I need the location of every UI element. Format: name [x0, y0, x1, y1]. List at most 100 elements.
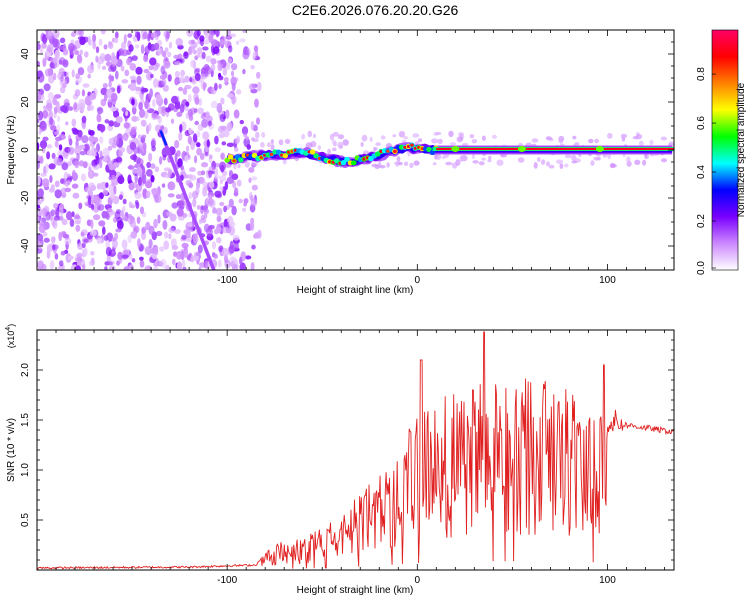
spectrogram-noise-cell — [65, 71, 70, 77]
spectrogram-noise-cell — [97, 61, 101, 70]
spectrogram-noise-cell — [165, 211, 173, 217]
spectrogram-noise-cell — [243, 202, 247, 207]
spectrogram-noise-cell — [77, 67, 85, 76]
spectrogram-noise-cell — [108, 164, 114, 171]
spectrogram-noise-cell — [115, 228, 122, 233]
y-tick-label: 20 — [20, 96, 31, 108]
spectrogram-noise-cell — [236, 89, 242, 95]
spectrogram-noise-cell — [44, 68, 52, 77]
spectrogram-noise-cell — [175, 251, 183, 260]
spectrogram-carrier-hot-cell — [259, 155, 264, 160]
spectrogram-noise-cell — [50, 125, 57, 131]
spectrogram-noise-cell — [180, 174, 184, 181]
spectrogram-noise-cell — [170, 118, 175, 124]
spectrogram-haze-cell — [471, 139, 478, 144]
colorbar-tick-label: 0.4 — [696, 165, 707, 179]
spectrogram-haze-cell — [409, 162, 414, 169]
spectrogram-noise-cell — [152, 253, 157, 260]
spectrogram-noise-cell — [135, 31, 140, 38]
spectrogram-noise-cell — [38, 130, 42, 136]
spectrogram-noise-cell — [199, 152, 205, 160]
spectrogram-noise-cell — [102, 147, 110, 158]
snr-xlabel: Height of straight line (km) — [297, 585, 414, 596]
spectrogram-noise-cell — [254, 232, 261, 239]
spectrogram-carrier-hot-cell — [393, 149, 397, 153]
spectrogram-noise-cell — [250, 65, 255, 70]
spectrogram-noise-cell — [219, 38, 225, 46]
spectrogram-noise-cell — [114, 31, 119, 39]
spectrogram-noise-cell — [242, 49, 250, 60]
spectrogram-noise-cell — [62, 59, 69, 68]
spectrogram-haze-cell — [572, 135, 577, 140]
spectrogram-noise-cell — [248, 83, 256, 91]
spectrogram-noise-cell — [140, 44, 145, 55]
spectrogram-haze-cell — [432, 162, 437, 166]
spectrogram-noise-cell — [130, 231, 137, 239]
spectrogram-noise-cell — [78, 202, 83, 210]
spectrogram-noise-cell — [174, 152, 178, 163]
spectrogram-noise-cell — [143, 54, 149, 63]
spectrogram-haze-cell — [332, 147, 337, 152]
spectrogram-noise-cell — [45, 102, 53, 112]
spectrogram-noise-cell — [187, 108, 193, 118]
spectrogram-noise-cell — [37, 91, 42, 101]
spectrogram-noise-cell — [125, 110, 129, 117]
spectrogram-noise-cell — [135, 66, 143, 75]
spectrogram-noise-cell — [174, 140, 180, 149]
spectrogram-noise-cell — [233, 187, 239, 197]
spectrogram-noise-cell — [203, 39, 210, 45]
spectrogram-noise-cell — [206, 115, 213, 123]
spectrogram-noise-cell — [79, 36, 86, 46]
spectrogram-noise-cell — [215, 30, 220, 38]
spectrogram-noise-cell — [37, 72, 45, 83]
spectrogram-haze-cell — [469, 134, 475, 139]
spectrogram-noise-cell — [104, 53, 112, 62]
spectrogram-noise-cell — [123, 266, 130, 270]
spectrogram-noise-cell — [256, 81, 262, 92]
spectrogram-noise-cell — [177, 44, 184, 50]
spectrogram-noise-cell — [250, 221, 255, 231]
spectrogram-haze-cell — [270, 144, 275, 151]
spectrogram-noise-cell — [188, 129, 194, 135]
spectrogram-noise-cell — [230, 221, 236, 228]
spectrogram-noise-cell — [53, 203, 59, 209]
spectrogram-haze-cell — [556, 159, 564, 165]
colorbar-gradient — [711, 29, 739, 271]
spectrogram-noise-cell — [169, 181, 176, 191]
spectrogram-noise-cell — [233, 109, 240, 119]
spectrogram-noise-cell — [192, 255, 200, 261]
spectrogram-noise-cell — [159, 156, 163, 165]
spectrogram-noise-cell — [184, 84, 192, 90]
spectrogram-haze-cell — [541, 159, 546, 165]
spectrogram-noise-cell — [193, 108, 198, 114]
spectrogram-noise-cell — [75, 224, 81, 232]
spectrogram-noise-cell — [74, 265, 82, 270]
spectrogram-noise-cell — [231, 205, 237, 216]
spectrogram-noise-cell — [174, 104, 181, 110]
spectrogram-noise-cell — [140, 119, 147, 127]
spectrogram-noise-cell — [227, 58, 233, 64]
spectrogram-noise-cell — [91, 203, 95, 211]
spectrogram-noise-cell — [232, 234, 240, 241]
spectrogram-haze-cell — [313, 133, 316, 139]
spectrogram-noise-cell — [225, 109, 230, 119]
spectrogram-noise-cell — [193, 233, 198, 242]
x-tick-label: 100 — [599, 275, 616, 286]
spectrogram-noise-cell — [238, 198, 243, 204]
spectrogram-haze-cell — [413, 160, 420, 166]
spectrogram-noise-cell — [181, 234, 187, 240]
spectrogram-noise-cell — [37, 42, 41, 51]
spectrogram-noise-cell — [151, 188, 159, 194]
spectrogram-noise-cell — [233, 146, 239, 152]
spectrogram-noise-cell — [104, 119, 110, 124]
spectrogram-noise-cell — [216, 215, 222, 223]
spectrogram-noise-cell — [90, 251, 95, 256]
spectrogram-noise-cell — [172, 258, 176, 266]
spectrogram-carrier-hot-cell — [232, 159, 236, 163]
spectrogram-noise-cell — [86, 150, 92, 156]
spectrogram-noise-cell — [214, 82, 218, 91]
spectrogram-haze-cell — [284, 138, 291, 144]
spectrogram-noise-cell — [42, 109, 49, 119]
spectrogram-noise-cell — [105, 61, 112, 67]
spectrogram-noise-cell — [153, 79, 159, 87]
